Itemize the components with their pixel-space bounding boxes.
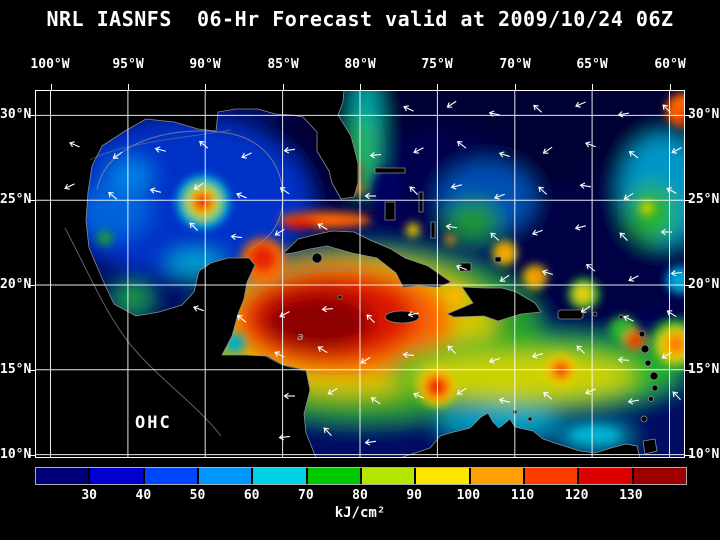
colorbar-segment <box>307 468 360 484</box>
lat-label-left: 25°N <box>0 192 32 207</box>
colorbar-segment <box>144 468 197 484</box>
colorbar-tick-label: 50 <box>189 488 206 503</box>
antilles-island <box>644 359 652 367</box>
antilles-island <box>651 384 659 392</box>
colorbar-segment <box>416 468 469 484</box>
colorbar-tick-label: 110 <box>510 488 535 503</box>
grid-tick <box>29 200 35 201</box>
colorbar-segment <box>36 468 89 484</box>
ohc-label: OHC <box>135 413 172 433</box>
cayman-island <box>337 294 343 300</box>
antilles-island <box>649 371 659 381</box>
grid-tick <box>685 200 691 201</box>
grid-tick <box>29 455 35 456</box>
lon-label: 60°W <box>654 57 686 72</box>
lon-label: 65°W <box>576 57 608 72</box>
antilles-island <box>592 311 598 317</box>
jamaica-island <box>384 310 420 324</box>
heat-field-eddies <box>98 93 685 443</box>
colorbar-tick-label: 60 <box>243 488 260 503</box>
lat-label-right: 15°N <box>688 362 720 377</box>
grid-tick <box>29 370 35 371</box>
colorbar-segment <box>361 468 415 484</box>
lat-label-right: 20°N <box>688 277 720 292</box>
colorbar-tick-label: 120 <box>564 488 589 503</box>
colorbar-tick-label: 100 <box>456 488 481 503</box>
grid-tick <box>592 84 593 90</box>
antilles-island <box>640 344 650 354</box>
puerto-rico-island <box>557 309 584 320</box>
colorbar-ticks: 30 40 50 60 70 80 90 100 110 120 130 <box>35 488 685 503</box>
grid-tick <box>685 285 691 286</box>
antilles-island <box>527 416 533 422</box>
north-america-land <box>35 90 359 458</box>
map-area: a OHC <box>35 90 685 458</box>
antilles-island <box>648 396 654 402</box>
grid-tick <box>515 84 516 90</box>
bahamas-island <box>430 221 436 239</box>
grid-tick <box>283 84 284 90</box>
grid-tick <box>128 84 129 90</box>
grid-tick <box>685 455 691 456</box>
colorbar-unit-label: kJ/cm² <box>334 505 386 521</box>
colorbar-segment <box>90 468 143 484</box>
colorbar-tick-label: 70 <box>298 488 314 503</box>
bahamas-island <box>374 167 406 174</box>
lon-label: 90°W <box>189 57 221 72</box>
grid-tick <box>51 84 52 90</box>
ocean-heat-map: a OHC <box>35 90 685 458</box>
grid-tick <box>685 115 691 116</box>
lon-label: 85°W <box>267 57 299 72</box>
colorbar-tick-label: 30 <box>81 488 97 503</box>
bahamas-island <box>384 201 396 221</box>
land-masses <box>35 90 659 458</box>
colorbar-segment <box>253 468 306 484</box>
lon-label: 95°W <box>112 57 144 72</box>
antilles-island <box>638 330 646 338</box>
grid-tick <box>685 370 691 371</box>
colorbar-tick-label: 40 <box>135 488 152 503</box>
grid-lines <box>35 90 685 458</box>
grid-tick <box>360 84 361 90</box>
lon-label: 100°W <box>30 57 70 72</box>
colorbar-segment <box>633 468 686 484</box>
hispaniola-island <box>446 286 542 322</box>
grid-tick <box>29 115 35 116</box>
lat-label-right: 30°N <box>688 107 720 122</box>
colorbar-tick-label: 80 <box>352 488 368 503</box>
map-frame <box>35 90 685 458</box>
colorbar-tick-label: 130 <box>619 488 643 503</box>
lat-label-left: 10°N <box>0 447 32 462</box>
colorbar-segment <box>198 468 252 484</box>
lon-label: 75°W <box>421 57 453 72</box>
colorbar-segment <box>524 468 578 484</box>
colorbar-segment <box>470 468 523 484</box>
contour-lines <box>64 129 428 437</box>
isla-juventud <box>311 252 323 264</box>
lat-label-left: 30°N <box>0 107 32 122</box>
lat-label-left: 20°N <box>0 277 32 292</box>
lon-label: 70°W <box>499 57 531 72</box>
lat-label-right: 10°N <box>688 447 720 462</box>
antilles-island <box>640 415 648 423</box>
grid-tick <box>29 285 35 286</box>
lat-label-right: 25°N <box>688 192 720 207</box>
trinidad-island <box>642 438 658 455</box>
grid-tick <box>670 84 671 90</box>
bahamas-island <box>494 256 502 263</box>
colorbar-segment <box>579 468 632 484</box>
bahamas-island <box>418 191 424 213</box>
antilles-island <box>618 314 624 320</box>
lat-label-left: 15°N <box>0 362 32 377</box>
grid-tick <box>437 84 438 90</box>
contour-label-a: a <box>297 330 304 343</box>
colorbar-tick-label: 90 <box>406 488 422 503</box>
page-title: NRL IASNFS 06-Hr Forecast valid at 2009/… <box>46 7 674 31</box>
grid-tick <box>205 84 206 90</box>
colorbar <box>35 467 687 485</box>
lon-label: 80°W <box>344 57 376 72</box>
